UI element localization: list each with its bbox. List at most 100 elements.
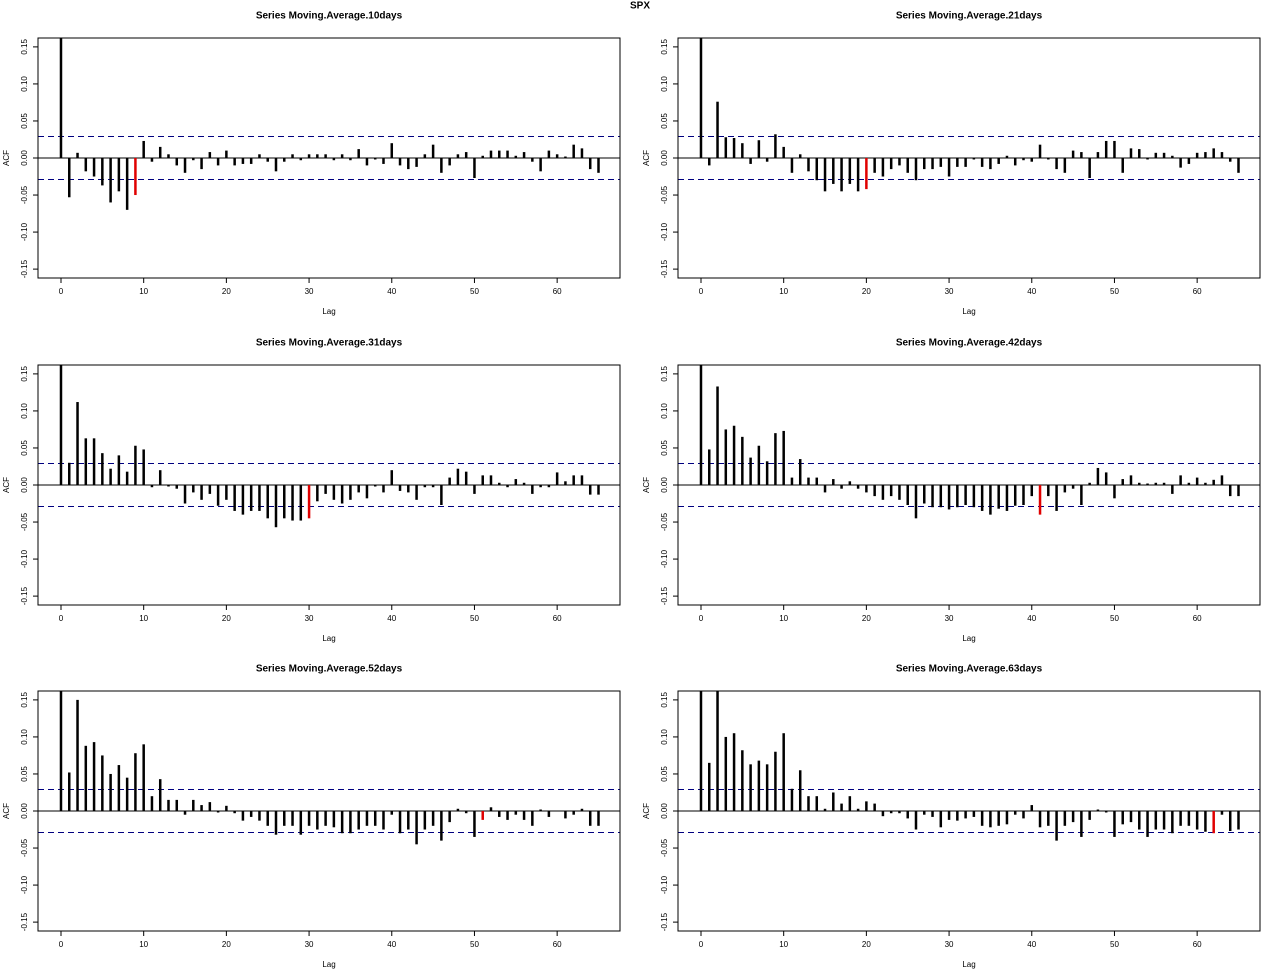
acf-bar xyxy=(101,158,104,186)
acf-bar xyxy=(580,475,584,485)
acf-bar xyxy=(109,158,112,203)
acf-bar xyxy=(580,808,584,811)
x-tick-label: 60 xyxy=(1193,287,1202,296)
acf-bar xyxy=(398,158,402,166)
y-axis-label: ACF xyxy=(642,150,651,166)
y-tick-label: 0.05 xyxy=(20,440,29,456)
acf-bar xyxy=(972,485,976,508)
acf-bar xyxy=(407,811,410,830)
acf-bar xyxy=(724,736,728,811)
acf-bar xyxy=(873,158,876,173)
x-tick-label: 40 xyxy=(1027,940,1036,949)
acf-bar xyxy=(76,402,79,485)
x-tick-label: 10 xyxy=(139,614,148,623)
acf-bar xyxy=(291,154,294,158)
acf-bar xyxy=(1047,811,1050,826)
acf-bar xyxy=(823,485,827,493)
acf-bar xyxy=(506,150,509,158)
acf-bar xyxy=(1154,811,1158,830)
acf-bar xyxy=(316,811,319,830)
acf-bar xyxy=(1154,482,1158,485)
acf-bar xyxy=(790,477,794,485)
acf-bar xyxy=(192,799,195,811)
x-tick-label: 0 xyxy=(699,287,704,296)
acf-bar xyxy=(1063,485,1067,493)
y-tick-label: -0.05 xyxy=(20,838,29,857)
acf-bar xyxy=(216,811,220,813)
acf-bar xyxy=(249,811,253,817)
acf-bar xyxy=(299,158,303,161)
acf-bar xyxy=(898,158,901,166)
acf-bar xyxy=(1212,811,1215,834)
x-tick-label: 0 xyxy=(59,614,64,623)
acf-bar xyxy=(1104,811,1108,813)
acf-bar xyxy=(291,811,294,826)
x-tick-label: 10 xyxy=(779,287,788,296)
acf-bar xyxy=(1030,158,1034,162)
acf-bar xyxy=(125,471,129,485)
acf-bar xyxy=(531,158,534,162)
acf-bar xyxy=(1113,811,1116,837)
acf-bar xyxy=(76,152,79,158)
acf-bar xyxy=(92,438,96,485)
acf-bar xyxy=(134,753,137,811)
x-axis-label: Lag xyxy=(962,634,975,643)
y-tick-label: 0.10 xyxy=(20,403,29,419)
acf-bar xyxy=(1071,485,1075,489)
acf-bar xyxy=(956,485,959,508)
acf-bar xyxy=(1171,811,1174,834)
acf-bar xyxy=(749,764,752,811)
acf-bar xyxy=(1146,158,1149,160)
panel: Series Moving.Average.42days Lag ACF 0 10 20 3… xyxy=(642,338,1261,643)
plot-frame xyxy=(677,690,1261,932)
acf-bar xyxy=(956,158,959,167)
acf-bar xyxy=(1204,152,1207,158)
acf-bar xyxy=(1187,482,1191,485)
acf-bar xyxy=(373,485,377,487)
acf-bar xyxy=(150,796,154,811)
acf-bar xyxy=(732,733,736,811)
acf-bar xyxy=(1220,152,1224,158)
acf-bar xyxy=(939,158,943,167)
x-tick-label: 20 xyxy=(222,940,231,949)
x-tick-label: 60 xyxy=(1193,614,1202,623)
acf-bar xyxy=(134,158,137,196)
x-tick-label: 50 xyxy=(1110,614,1119,623)
acf-bar xyxy=(200,485,203,500)
acf-bar xyxy=(1096,467,1100,485)
acf-bar xyxy=(1146,483,1149,485)
x-tick-label: 10 xyxy=(139,287,148,296)
acf-bar xyxy=(832,158,835,184)
y-tick-label: -0.10 xyxy=(20,549,29,568)
acf-bar xyxy=(117,455,121,485)
x-tick-label: 60 xyxy=(553,614,562,623)
acf-bar xyxy=(1022,811,1025,819)
plot-area xyxy=(38,365,620,528)
acf-bar xyxy=(914,158,918,181)
acf-bar xyxy=(175,799,179,811)
y-tick-label: 0.05 xyxy=(660,440,669,456)
y-tick-label: -0.15 xyxy=(660,259,669,278)
acf-bar xyxy=(514,479,518,485)
x-tick-label: 30 xyxy=(305,940,314,949)
acf-bar xyxy=(498,811,501,817)
acf-bar xyxy=(216,485,220,506)
acf-bar xyxy=(1055,158,1058,170)
y-tick-label: 0.00 xyxy=(660,477,669,493)
acf-bar xyxy=(1005,485,1009,511)
acf-bar xyxy=(92,158,96,177)
acf-bar xyxy=(873,803,876,811)
acf-bar xyxy=(456,468,460,485)
acf-bar xyxy=(291,485,294,521)
x-axis-label: Lag xyxy=(322,307,335,316)
acf-bar xyxy=(1138,811,1141,830)
acf-bar xyxy=(989,158,992,170)
acf-bar xyxy=(274,485,278,528)
acf-bar xyxy=(142,140,145,158)
acf-bar xyxy=(117,765,121,811)
acf-bar xyxy=(865,485,868,493)
acf-bar xyxy=(1179,475,1182,485)
acf-bar xyxy=(125,158,129,210)
x-tick-label: 10 xyxy=(139,940,148,949)
acf-bar xyxy=(989,811,992,828)
